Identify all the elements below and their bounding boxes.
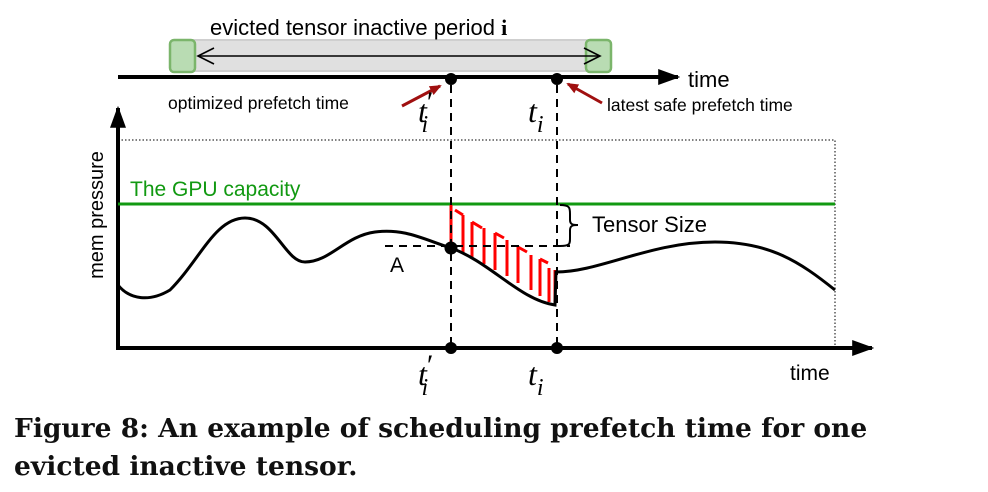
point-a-label: A <box>390 254 404 277</box>
t-prime-bottom-label: t′ i <box>418 349 433 401</box>
point-a <box>444 241 458 255</box>
optimized-prefetch-label: optimized prefetch time <box>168 93 349 113</box>
memory-chart: mem pressure time The GPU capacity A Ten… <box>86 85 875 401</box>
latest-prefetch-label: latest safe prefetch time <box>607 95 793 115</box>
top-time-label: time <box>688 67 730 92</box>
latest-prefetch-dot <box>551 73 563 85</box>
optimized-arrow <box>401 84 442 108</box>
tensor-size-brace <box>559 204 579 247</box>
caption-line-1: Figure 8: An example of scheduling prefe… <box>14 413 868 444</box>
tensor-size-label: Tensor Size <box>592 212 707 237</box>
latest-arrow <box>566 82 603 105</box>
period-label: evicted tensor inactive period i <box>210 15 507 40</box>
t-bottom-label: ti <box>528 356 544 401</box>
period-double-arrow <box>196 47 602 65</box>
x-axis-label: time <box>790 362 830 385</box>
t-prime-axis-dot <box>445 342 457 354</box>
dotted-bounding-box <box>118 139 836 348</box>
figure-caption: Figure 8: An example of scheduling prefe… <box>14 410 984 486</box>
t-top-label: ti <box>528 93 544 138</box>
prefetch-diagram: evicted tensor inactive period i time op… <box>86 15 875 401</box>
caption-line-2: evicted inactive tensor. <box>14 451 358 482</box>
t-prime-top-label: t′ i <box>418 86 433 138</box>
t-axis-dot <box>551 342 563 354</box>
top-timeline: evicted tensor inactive period i time op… <box>118 15 793 138</box>
gpu-capacity-label: The GPU capacity <box>130 178 301 201</box>
optimized-prefetch-dot <box>445 73 457 85</box>
memory-pressure-curve <box>116 216 836 307</box>
period-start-cap <box>168 38 197 74</box>
y-axis-label: mem pressure <box>86 151 108 279</box>
